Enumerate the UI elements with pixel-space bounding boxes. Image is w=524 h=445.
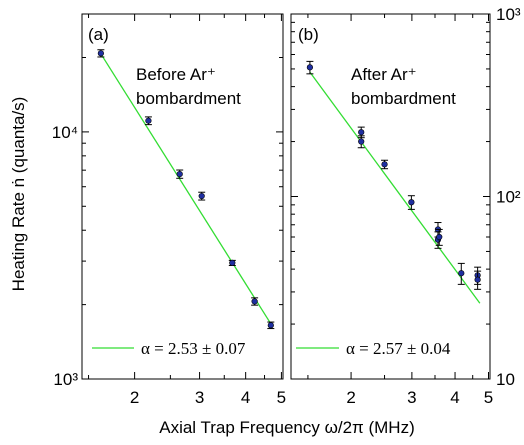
panel-a-data-point [229,259,236,267]
panel-a-y-tick-label: 10³ [53,370,78,389]
panel-a-label: (a) [88,25,109,44]
panel-b-x-tick-label: 4 [450,388,459,407]
panel-b-label: (b) [298,25,319,44]
panel-a-annotation-line1: Before Ar⁺ [136,65,216,84]
panel-a-frame [81,13,284,380]
panel-b-data-point [458,270,465,277]
panel-b-data-point [408,199,415,206]
panel-a-x-tick-label: 4 [241,388,250,407]
panel-b: 2 3 4 510 10² 10³ [291,5,521,407]
panel-a-x-tick-label: 2 [130,388,139,407]
x-axis-label: Axial Trap Frequency ω/2π (MHz) [159,418,415,437]
panel-a-data-point [198,192,205,200]
panel-b-fit-line [309,71,481,304]
panel-b-y-tick-label: 10³ [496,5,521,24]
panel-a-data-point [267,322,274,329]
panel-b-data-point [436,233,443,241]
panel-a-x-tick-label: 3 [195,388,204,407]
panel-a-data-point [176,170,183,178]
panel-b-data-point [474,276,481,283]
panel-b-fit-label: α = 2.57 ± 0.04 [346,339,451,358]
panel-a-data-point [97,50,104,57]
panel-a-data-point [145,117,152,124]
panel-a-y-tick-label: 10⁴ [52,123,78,142]
panel-a-annotation-line2: bombardment [136,89,241,108]
panel-b-data-point [306,64,314,71]
panel-b-x-tick-label: 2 [346,388,355,407]
panel-b-annotation-line1: After Ar⁺ [351,65,417,84]
panel-b-data-point [358,138,365,145]
panel-a-fit-line [100,53,273,327]
panel-b-x-tick-label: 3 [407,388,416,407]
panel-b-data-point [381,161,388,168]
panel-a: 2 3 4 5 10³ 10⁴ [52,13,286,407]
panel-b-data-point [358,129,365,136]
panel-b-y-tick-label: 10² [496,188,521,207]
panel-b-annotation-line2: bombardment [351,89,456,108]
panel-a-data-point [251,298,258,305]
y-axis-label: Heating Rate ṅ (quanta/s) [9,97,28,292]
panel-b-y-tick-label: 10 [496,370,515,389]
panel-b-x-tick-label: 5 [484,388,493,407]
panel-a-fit-label: α = 2.53 ± 0.07 [141,339,246,358]
panel-a-x-tick-label: 5 [277,388,286,407]
